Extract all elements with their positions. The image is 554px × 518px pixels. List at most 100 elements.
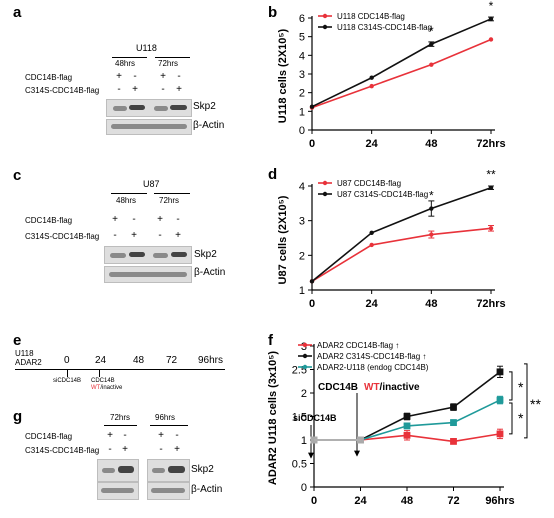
chart-f-data-point [496,430,504,438]
panel-e-timeline-axis [15,369,225,370]
panel-c-cell-line: U87 [143,179,160,189]
chart-d-legend-entry: U87 C314S-CDC14B-flag [337,190,428,199]
chart-f-series-line [314,371,501,441]
panel-c-sign: - [132,214,136,225]
panel-a-tp2: 72hrs [158,59,179,68]
panel-a-row2-label: C314S-CDC14B-flag [25,86,100,95]
chart-d-x-tick-label: 24 [366,298,379,310]
chart-d-data-point [488,226,494,231]
chart-b-series-line [311,18,492,108]
panel-e-event2-line1: CDC14B [91,378,115,384]
panel-g-sign: - [108,444,112,455]
panel-g-tp2-line [150,425,188,426]
panel-a-skp2-blot [106,99,192,117]
chart-d-y-axis-label: U87 cells (2X10⁵) [277,195,289,284]
chart-f-legend-marker [302,364,308,370]
chart-b-data-point [369,83,374,89]
panel-a-sign: + [132,84,138,95]
chart-d-significance: * [429,189,434,203]
chart-d-legend-entry: U87 CDC14B-flag [337,179,401,188]
panel-c-sign: - [113,230,117,241]
chart-f-data-point [403,431,411,439]
panel-f-annotation-wt: WT [364,382,380,393]
panel-a-tp2-line [155,57,190,58]
chart-d-x-tick-label: 0 [309,298,315,310]
panel-c-tp2-line [154,193,190,194]
chart-b-data-point [429,41,434,47]
chart-d-series-line [311,186,492,282]
panel-e-event1: siCDC14B [53,378,82,384]
panel-g-sign: - [175,430,179,441]
panel-c-sign: - [176,214,180,225]
chart-f-data-point [403,422,411,430]
chart-f-x-tick-label: 48 [401,495,413,507]
panel-a-sign: + [116,71,122,82]
chart-f-significance: * [518,379,524,395]
chart-b-y-tick-label: 3 [299,69,305,81]
chart-f-x-tick-label: 0 [311,495,317,507]
panel-a-sign: - [117,84,121,95]
chart-b-legend-marker [322,24,328,30]
panel-d-label: d [268,166,278,183]
chart-b-legend-entry: U118 CDC14B-flag [337,12,405,21]
panel-a-tp1-line [112,57,147,58]
chart-f-data-point [496,396,504,404]
chart-b-y-tick-label: 2 [299,88,305,100]
panel-e-inactive: /inactive [100,385,123,391]
chart-d-legend-marker [322,180,328,186]
chart-b-significance: * [429,24,434,38]
chart-b-y-axis-label: U118 cells (2X10⁵) [277,28,289,123]
panel-c-label: c [13,167,22,184]
chart-b-significance: * [489,0,494,13]
panel-f-annotation-cdc14b: CDC14B [318,382,359,393]
chart-b-series-line [311,38,492,109]
panel-e-tl-48: 48 [133,355,145,366]
chart-f-significance: * [518,410,524,426]
chart-d-series-line [311,227,492,283]
chart-b-data-point [429,62,434,67]
chart-f-y-tick-label: 0.5 [292,459,307,471]
chart-f-significance: ** [530,396,541,412]
chart-f-y-axis-label: ADAR2 U118 cells (3x10⁵) [267,351,279,486]
panel-c-tp2: 72hrs [159,196,180,205]
chart-f-data-point [450,419,457,427]
panel-c-sign: + [131,230,137,241]
panel-a-tp1: 48hrs [115,59,136,68]
panel-g-sign: - [123,430,127,441]
panel-g-actin-label: β-Actin [191,484,223,495]
panel-c-sign: + [112,214,118,225]
chart-f-x-tick-label: 96hrs [485,495,514,507]
chart-b-x-tick-label: 48 [425,138,437,150]
panel-c-sign: + [157,214,163,225]
chart-f-data-point [403,413,411,420]
panel-f-annotation-inactive: /inactive [379,382,420,393]
chart-d-legend-marker [322,191,328,197]
panel-g-tp2: 96hrs [155,413,176,422]
panel-g-actin-blot-2 [147,482,190,500]
chart-d-data-point [369,230,374,235]
panel-g-sign: + [107,430,113,441]
panel-e-tl-96: 96hrs [198,355,224,366]
chart-b-data-point [488,16,494,22]
panel-c-tp1-line [111,193,147,194]
chart-d-x-tick-label: 72hrs [476,298,505,310]
chart-f-y-tick-label: 0 [301,482,307,494]
chart-b-y-tick-label: 0 [299,125,305,137]
panel-g-skp2-label: Skp2 [191,464,214,475]
panel-g-row2-label: C314S-CDC14B-flag [25,446,100,455]
chart-d-data-point [488,185,494,190]
panel-e-event2-line2: WT/inactive [91,385,122,392]
chart-d-significance: ** [486,168,496,182]
chart-b-legend-marker [322,13,328,19]
panel-c-actin-label: β-Actin [194,267,226,278]
panel-f-label: f [268,332,273,349]
panel-g-label: g [13,408,23,425]
panel-g-sign: + [122,444,128,455]
panel-a-actin-blot [106,119,192,135]
chart-f-legend-entry: ADAR2-U118 (endog CDC14B) [317,363,429,372]
chart-f-data-point [450,403,457,411]
panel-g-skp2-blot-1 [97,459,139,482]
panel-a-sign: - [177,71,181,82]
chart-d-data-point [369,242,374,248]
chart-f-legend-entry: ADAR2 C314S-CDC14B-flag ↑ [317,352,426,361]
